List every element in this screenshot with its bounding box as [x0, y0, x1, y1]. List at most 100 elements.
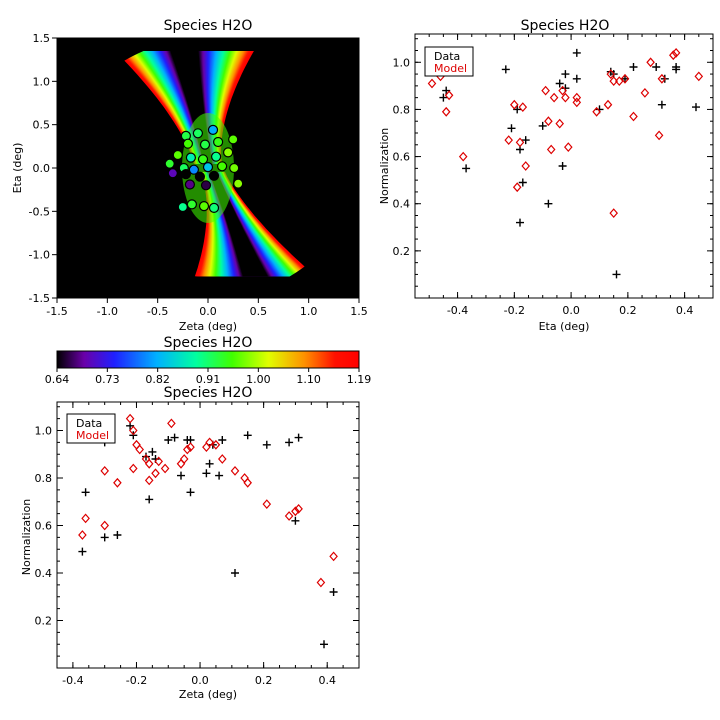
heatmap-data-point — [229, 162, 240, 174]
zeta-data-point — [291, 516, 300, 525]
zeta-marks — [78, 413, 338, 649]
zeta-y-tick-label: 0.2 — [35, 615, 53, 628]
heatmap-title: Species H2O — [164, 18, 253, 34]
eta-model-point — [640, 87, 650, 98]
eta-data-point — [629, 63, 638, 71]
colorbar-tick-label: 0.82 — [145, 373, 170, 386]
eta-data-point — [572, 48, 581, 57]
zeta-data-point — [145, 495, 154, 504]
zeta-data-point — [170, 433, 179, 442]
colorbar-title: Species H2O — [164, 335, 253, 351]
zeta-data-point — [243, 431, 252, 440]
eta-model-point — [558, 85, 567, 96]
zeta-model-point — [160, 463, 170, 474]
heatmap-x-tick-label: 1.0 — [300, 305, 318, 318]
heatmap-data-point — [192, 128, 203, 139]
heatmap-data-point — [199, 139, 211, 150]
zeta-data-point — [231, 569, 239, 577]
eta-model-point — [671, 47, 681, 58]
eta-marks — [427, 47, 704, 279]
zeta-data-point — [329, 588, 338, 596]
zeta-model-point — [129, 425, 138, 436]
eta-legend: Data Model — [424, 46, 474, 77]
heatmap-data-point — [200, 180, 212, 191]
colorbar-tick-label: 1.19 — [347, 373, 372, 386]
eta-data-point — [612, 270, 621, 279]
eta-model-point — [669, 50, 678, 61]
zeta-data-point — [177, 471, 185, 480]
eta-x-tick-label: 0.2 — [619, 304, 637, 317]
eta-data-point — [516, 218, 524, 227]
heatmap-data-point — [197, 154, 209, 165]
eta-title: Species H2O — [521, 18, 610, 34]
heatmap-data-point — [202, 162, 214, 173]
colorbar-tick-label: 0.73 — [95, 373, 120, 386]
eta-data-point — [518, 178, 527, 187]
eta-model-point — [521, 161, 530, 171]
heatmap-data-point — [182, 138, 193, 149]
zeta-model-point — [81, 513, 90, 524]
zeta-y-tick-label: 0.4 — [35, 567, 53, 580]
eta-data-point — [521, 136, 530, 145]
heatmap-x-tick-label: 0.5 — [250, 305, 268, 318]
eta-y-tick-label: 0.6 — [393, 151, 411, 164]
eta-data-point — [555, 79, 564, 88]
eta-model-point — [654, 130, 664, 141]
eta-model-point — [544, 116, 553, 127]
zeta-data-point — [320, 640, 328, 649]
eta-axis-ticks: -0.4 -0.2 0.0 0.2 0.4 0.2 0.4 0.6 0.8 1.0 — [393, 34, 714, 317]
eta-model-point — [549, 92, 559, 103]
eta-data-point — [572, 74, 581, 83]
zeta-model-point — [291, 506, 300, 517]
heatmap-y-tick-label: -1.0 — [29, 249, 50, 262]
zeta-legend-box — [66, 413, 116, 444]
heatmap-data-point — [184, 179, 195, 190]
eta-data-point — [558, 162, 567, 170]
heatmap-x-tick-label: -0.5 — [147, 305, 168, 318]
zeta-model-point — [186, 442, 195, 453]
zeta-data-point — [164, 436, 173, 444]
zeta-axis-ticks: -0.4 -0.2 0.0 0.2 0.4 0.2 0.4 0.6 0.8 1.0 — [35, 402, 360, 687]
zeta-model-point — [129, 463, 138, 474]
heatmap-y-tick-label: -1.5 — [29, 292, 50, 305]
zeta-x-tick-label: 0.4 — [318, 674, 336, 687]
eta-data-point — [652, 63, 661, 71]
zeta-x-tick-label: 0.0 — [191, 674, 209, 687]
zeta-model-point — [284, 511, 294, 521]
zeta-model-point — [230, 465, 240, 476]
zeta-model-point — [144, 475, 154, 486]
eta-x-label: Eta (deg) — [539, 320, 590, 333]
zeta-data-point — [100, 533, 109, 542]
eta-model-point — [572, 92, 582, 103]
heatmap-data-point — [213, 136, 224, 148]
zeta-model-point — [167, 418, 176, 429]
eta-model-point — [603, 99, 613, 110]
zeta-model-point — [218, 454, 227, 464]
eta-y-tick-label: 0.4 — [393, 198, 411, 211]
eta-data-point — [513, 105, 522, 114]
eta-legend-box — [424, 46, 474, 77]
zeta-legend: Data Model — [66, 413, 116, 444]
eta-y-tick-label: 0.2 — [393, 245, 411, 258]
eta-y-tick-label: 1.0 — [393, 56, 411, 69]
zeta-model-point — [100, 465, 109, 476]
heatmap-data-point — [217, 161, 228, 172]
eta-model-point — [546, 144, 556, 155]
eta-model-point — [541, 85, 550, 96]
heatmap-x-label: Zeta (deg) — [179, 320, 237, 333]
eta-legend-model: Model — [434, 62, 467, 75]
zeta-data-point — [78, 547, 87, 556]
heatmap-data-point — [211, 151, 222, 162]
eta-data-point — [538, 121, 547, 130]
zeta-model-point — [100, 520, 109, 531]
eta-legend-data: Data — [434, 50, 460, 63]
eta-data-point — [439, 93, 448, 102]
zeta-model-point — [125, 413, 135, 424]
eta-data-point — [442, 86, 451, 95]
zeta-x-tick-label: -0.4 — [62, 674, 83, 687]
zeta-data-point — [215, 471, 224, 480]
eta-model-point — [694, 71, 704, 82]
heatmap-y-tick-label: 1.5 — [33, 32, 51, 45]
heatmap-x-tick-label: 0.0 — [199, 305, 217, 318]
